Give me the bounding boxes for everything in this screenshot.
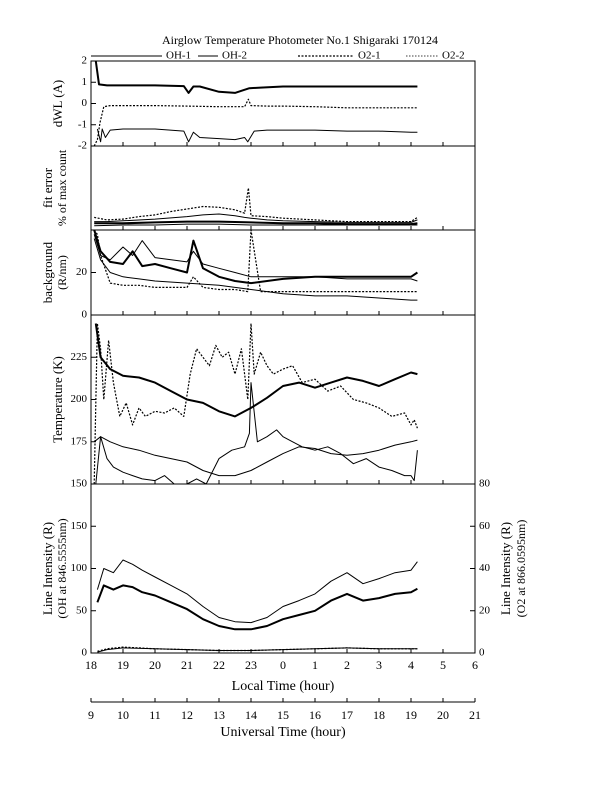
lt-tick-label: 3 [376, 658, 382, 672]
right-ytick-label: 60 [479, 520, 491, 532]
ut-tick-label: 12 [181, 708, 193, 722]
series-intensity-oh-2 [96, 559, 418, 624]
panel-frame-temperature [90, 314, 476, 485]
legend-label-oh-1: OH-1 [166, 50, 191, 62]
ylabel-dwl: dWL (A) [50, 80, 65, 128]
panel-fit: fit error% of max count [40, 145, 476, 231]
right-ytick-label: 20 [479, 604, 491, 616]
series-background-oh-2 [93, 234, 418, 282]
series-temperature-o2-1 [93, 322, 418, 485]
lt-axis-label: Local Time (hour) [232, 679, 335, 694]
lt-tick-label: 6 [472, 658, 478, 672]
ytick-label: 2 [82, 55, 88, 67]
series-temperature-oh-1 [94, 323, 418, 418]
legend-label-o2-1: O2-1 [358, 50, 381, 62]
ut-tick-label: 20 [437, 708, 449, 722]
lt-tick-label: 20 [149, 658, 161, 672]
panels: -2 -1 0 1 2 dWL (A) fit error% of max count 0 20… [40, 55, 528, 659]
panel-dwl: -2 -1 0 1 2 dWL (A) [50, 55, 476, 152]
ylabel-temperature: Temperature (K) [50, 356, 65, 443]
ut-tick-label: 10 [117, 708, 129, 722]
series-background-oh-1 [93, 229, 418, 285]
series-dwl-oh-1 [94, 60, 418, 94]
lt-tick-label: 18 [85, 658, 97, 672]
chart-title: Airglow Temperature Photometer No.1 Shig… [162, 33, 438, 47]
ytick-label: 0 [82, 647, 88, 659]
lt-tick-label: 19 [117, 658, 129, 672]
lt-tick-label: 23 [245, 658, 257, 672]
series-background-o2-1 [93, 229, 418, 293]
ytick-label: 150 [71, 478, 88, 490]
legend: OH-1 OH-2 O2-1 O2-2 [91, 50, 465, 62]
ut-tick-label: 13 [213, 708, 225, 722]
ut-axis-label: Universal Time (hour) [220, 725, 346, 740]
ylabel-background: background [40, 241, 55, 303]
series-fit-oh-2 [94, 223, 418, 227]
ytick-label: 0 [82, 97, 88, 109]
panel-background: 0 20 background (R/nm) [40, 229, 476, 321]
ytick-label: 50 [76, 604, 88, 616]
panel-frame-intensity [90, 483, 476, 654]
ut-tick-label: 15 [277, 708, 289, 722]
ut-tick-label: 17 [341, 708, 353, 722]
right-ytick-label: 0 [479, 647, 485, 659]
series-dwl-oh-2 [96, 128, 418, 143]
legend-label-oh-2: OH-2 [222, 50, 247, 62]
panel-temperature: 150 175 200 225 Temperature (K) [50, 314, 476, 490]
series-dwl-o2-1 [93, 98, 418, 147]
ut-tick-label: 21 [469, 708, 481, 722]
ytick-label: -2 [78, 140, 87, 152]
ut-tick-label: 19 [405, 708, 417, 722]
series-fit-o2-2 [94, 213, 418, 223]
ytick-label: 20 [76, 266, 88, 278]
lt-tick-label: 1 [312, 658, 318, 672]
ytick-label: 175 [71, 435, 88, 447]
lt-tick-label: 2 [344, 658, 350, 672]
lt-tick-label: 4 [408, 658, 414, 672]
series-temperature-oh-2 [95, 436, 418, 485]
ytick-label: 200 [71, 393, 88, 405]
ut-tick-label: 9 [88, 708, 94, 722]
ut-tick-label: 14 [245, 708, 257, 722]
series-background-o2-2 [93, 238, 418, 301]
lt-tick-label: 5 [440, 658, 446, 672]
right-ylabel2: (O2 at 866.0595nm) [514, 520, 528, 618]
ylabel2-intensity: (OH at 846.5555nm) [55, 518, 69, 618]
ytick-label: 225 [71, 351, 88, 363]
panel-frame-dwl [90, 60, 476, 147]
panel-frame-fit [90, 145, 476, 231]
lt-tick-label: 21 [181, 658, 193, 672]
series-fit-oh-1 [94, 220, 418, 226]
lt-tick-label: 0 [280, 658, 286, 672]
series-fit-o2-1 [94, 187, 418, 223]
right-ytick-label: 40 [479, 562, 491, 574]
lt-tick-label: 22 [213, 658, 225, 672]
series-intensity-o2-2 [97, 647, 418, 653]
ut-tick-label: 11 [149, 708, 161, 722]
ytick-label: 0 [82, 309, 88, 321]
ytick-label: -1 [78, 118, 87, 130]
ylabel2-background: (R/nm) [55, 255, 69, 290]
series-temperature-o2-2 [93, 382, 418, 485]
series-intensity-oh-1 [96, 584, 418, 631]
ytick-label: 1 [82, 76, 88, 88]
right-ytick-label: 80 [479, 478, 491, 490]
ut-tick-label: 18 [373, 708, 385, 722]
ut-tick-label: 16 [309, 708, 321, 722]
ytick-label: 100 [71, 562, 88, 574]
ylabel-fit: fit error [40, 167, 55, 208]
ytick-label: 150 [71, 520, 88, 532]
legend-label-o2-2: O2-2 [442, 50, 465, 62]
ylabel-intensity: Line Intensity (R) [40, 522, 55, 615]
right-ylabel: Line Intensity (R) [498, 522, 513, 615]
ylabel2-fit: % of max count [55, 149, 69, 226]
